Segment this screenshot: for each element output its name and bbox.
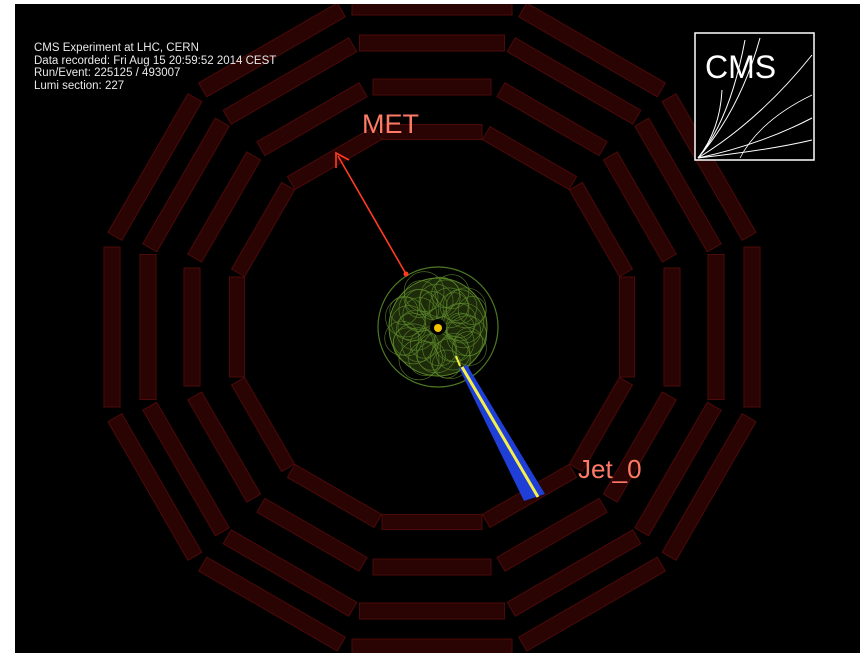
tracker-tracks (384, 271, 488, 381)
muon-chamber (481, 125, 578, 191)
muon-chamber (222, 529, 358, 617)
muon-chamber (198, 556, 346, 652)
muon-chamber (661, 413, 757, 561)
muon-chamber (661, 93, 757, 241)
muon-chamber (183, 267, 201, 387)
muon-chamber (518, 556, 666, 652)
event-display: MET Jet_0 CMS CMS Experiment at LHC, CER… (15, 4, 860, 653)
muon-chamber (707, 254, 725, 400)
muon-chamber (187, 391, 262, 503)
tracker-track (393, 327, 422, 357)
muon-chamber (568, 376, 634, 473)
muon-chamber (663, 267, 681, 387)
tracker-track (384, 320, 420, 356)
muon-chamber (743, 246, 761, 408)
tracker-track (428, 287, 470, 329)
tracker-track (418, 283, 454, 319)
muon-chamber (496, 497, 608, 572)
muon-chamber (634, 401, 722, 537)
muon-chamber (506, 529, 642, 617)
muon-chamber (359, 602, 505, 620)
muon-chamber (198, 4, 346, 98)
tracker-track (457, 296, 487, 325)
muon-chamber (634, 117, 722, 253)
muon-chamber (222, 37, 358, 125)
tracker-outer-ring (377, 266, 499, 388)
tracker (377, 266, 499, 388)
tracker-track (419, 276, 461, 318)
muon-chamber (602, 151, 677, 263)
muon-chamber (372, 78, 492, 96)
muon-chamber (568, 181, 634, 278)
muon-chamber (107, 93, 203, 241)
cms-logo-frame (694, 32, 815, 161)
tracker-track (390, 305, 426, 340)
muon-chamber (229, 276, 245, 378)
met-arrow-origin (403, 271, 409, 277)
tracker-track (398, 339, 440, 381)
muon-chamber (107, 413, 203, 561)
muon-chamber (142, 401, 230, 537)
muon-chamber (506, 37, 642, 125)
met-arrow (335, 151, 409, 277)
jet-core (460, 366, 540, 498)
muon-chamber (286, 463, 383, 529)
muon-chamber (351, 4, 513, 16)
muon-chamber (230, 181, 296, 278)
tracker-track (403, 280, 439, 315)
tracker-track (432, 349, 461, 379)
event-display-canvas: MET Jet_0 CMS (103, 4, 815, 653)
muon-chambers (103, 4, 761, 653)
muon-chamber (359, 34, 505, 52)
tracker-track (439, 292, 469, 322)
muon-chamber (230, 376, 296, 473)
muon-chamber (139, 254, 157, 400)
tracker-track (446, 313, 482, 349)
run-event-label: Run/Event: 225125 / 493007 (34, 67, 181, 80)
cms-logo: CMS (694, 32, 815, 161)
muon-chamber (372, 558, 492, 576)
experiment-label: CMS Experiment at LHC, CERN (34, 42, 199, 54)
jet-0 (455, 355, 545, 501)
muon-chamber (187, 151, 262, 263)
tracker-track (397, 312, 427, 342)
cms-logo-tracks (697, 37, 813, 159)
event-info: CMS Experiment at LHC, CERN Data recorde… (34, 42, 276, 92)
muon-chamber (381, 514, 483, 530)
met-arrow-line (337, 155, 407, 275)
cms-logo-text: CMS (705, 49, 776, 85)
tracker-track (392, 323, 434, 365)
muon-chamber (619, 276, 635, 378)
tracker-track (403, 271, 445, 312)
tracker-track (435, 335, 471, 371)
muon-chamber (103, 246, 121, 408)
tracker-track (442, 289, 478, 324)
jet-track (455, 355, 461, 367)
muon-chamber (351, 638, 513, 653)
muon-chamber (142, 117, 230, 253)
muon-chamber (518, 4, 666, 98)
tracker-track (402, 297, 438, 332)
met-arrow-head (335, 151, 350, 168)
muon-chamber (286, 125, 383, 191)
muon-chamber (496, 82, 608, 157)
jet-label: Jet_0 (578, 454, 642, 484)
tracker-track (434, 274, 470, 309)
primary-vertex (434, 324, 442, 332)
met-label: MET (362, 109, 419, 139)
recorded-label: Data recorded: Fri Aug 15 20:59:52 2014 … (34, 54, 277, 67)
tracker-track (409, 329, 439, 359)
muon-chamber (602, 391, 677, 503)
muon-chamber (256, 82, 368, 157)
muon-chamber (381, 124, 483, 140)
lumi-label: Lumi section: 227 (34, 79, 125, 92)
muon-chamber (256, 497, 368, 572)
